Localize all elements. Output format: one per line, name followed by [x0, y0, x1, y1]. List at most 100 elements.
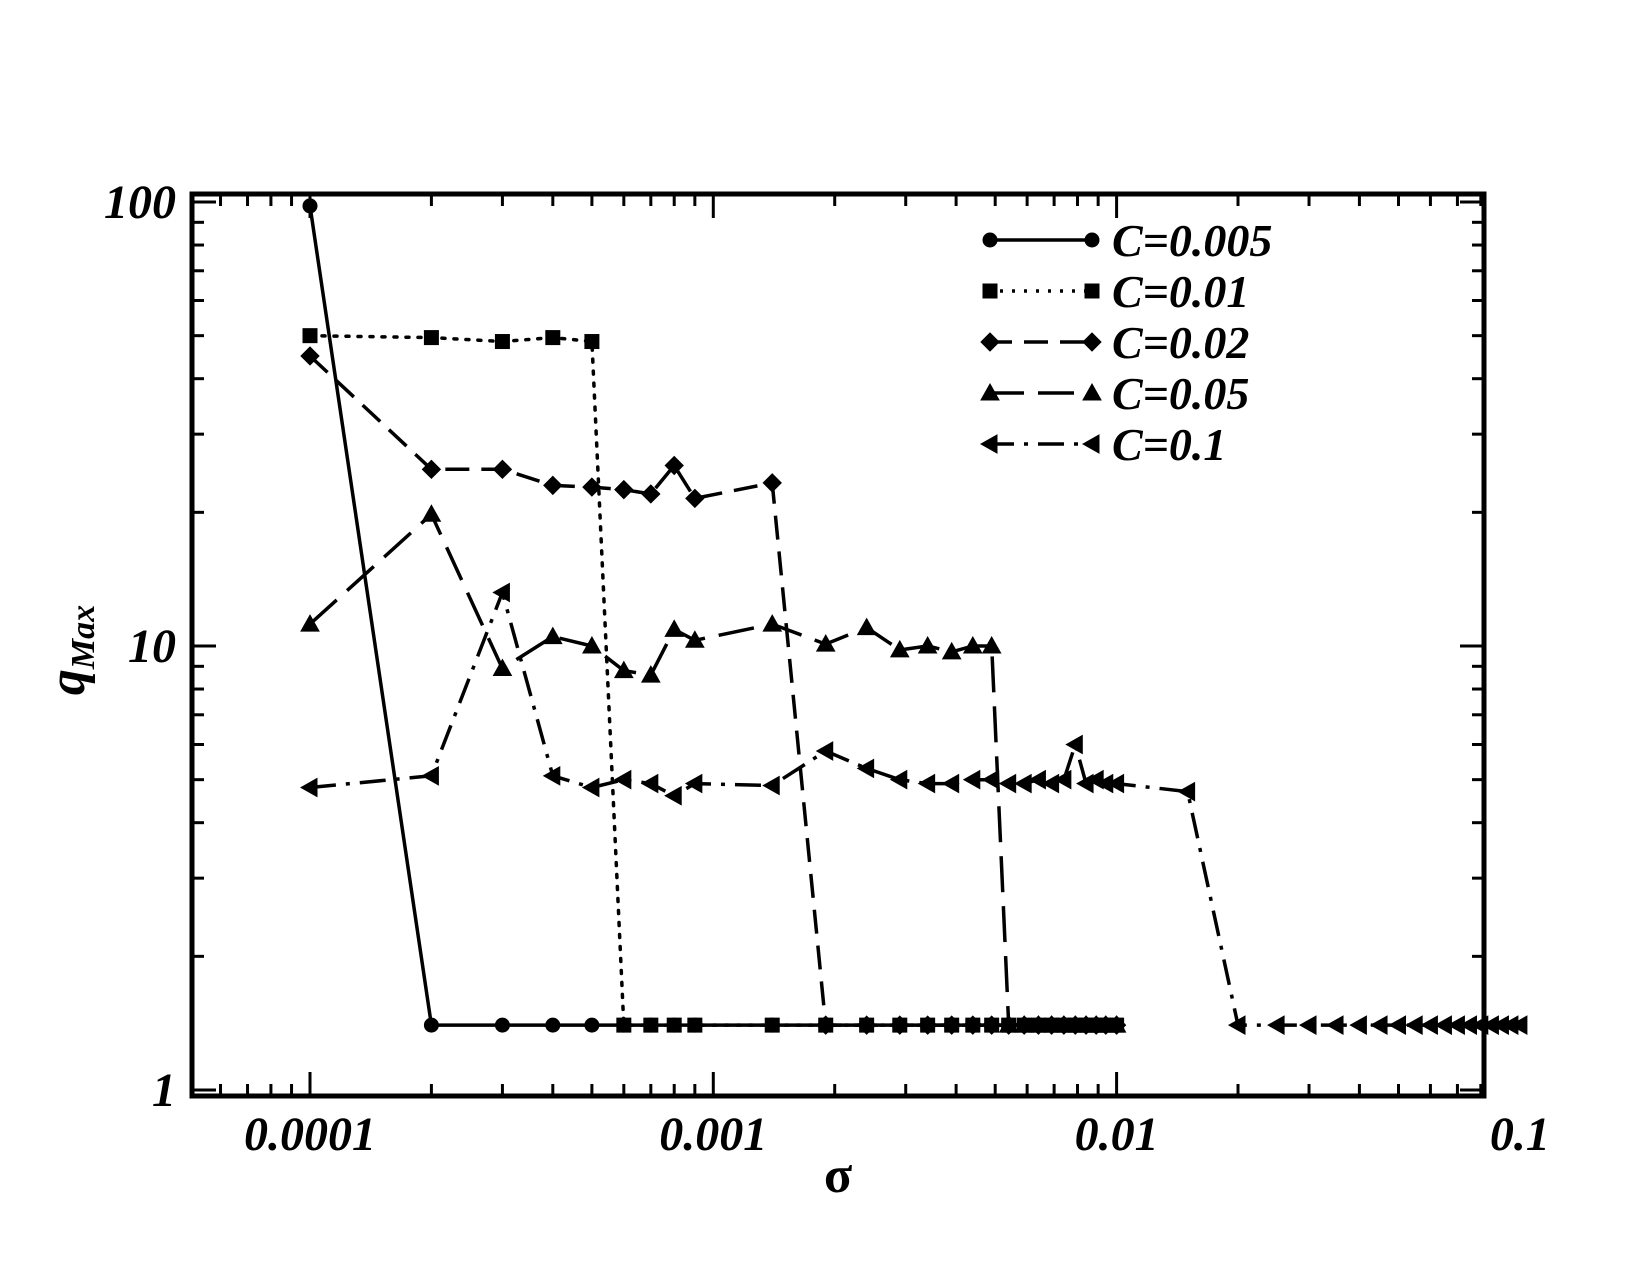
- plot-frame: [189, 191, 1487, 1099]
- y-axis-label-sub: Max: [65, 605, 102, 670]
- x-tick-label: 0.0001: [244, 1108, 376, 1161]
- data-point: [1326, 1015, 1344, 1035]
- data-point: [981, 635, 1002, 654]
- data-point: [685, 488, 705, 509]
- data-point: [494, 1017, 510, 1033]
- data-point: [764, 1017, 780, 1033]
- data-point: [300, 346, 320, 366]
- data-point: [856, 617, 877, 636]
- data-point: [492, 658, 513, 676]
- data-point: [762, 775, 780, 796]
- data-point: [423, 330, 439, 346]
- data-point: [584, 1017, 600, 1033]
- legend-entry: C=0.02: [980, 317, 1249, 368]
- data-point: [613, 769, 632, 790]
- data-point: [941, 1015, 962, 1035]
- data-point: [856, 758, 875, 779]
- y-tick-label: 10: [128, 620, 176, 673]
- data-point: [816, 1015, 836, 1035]
- data-point: [962, 769, 981, 790]
- legend-label: C=0.02: [1112, 317, 1249, 368]
- data-point: [1177, 781, 1196, 802]
- data-point: [981, 1015, 1002, 1035]
- data-point: [1106, 773, 1125, 794]
- data-point: [1041, 1015, 1062, 1033]
- data-point: [1227, 1015, 1246, 1035]
- x-tick-label: 0.01: [1075, 1108, 1159, 1161]
- data-point: [1028, 1015, 1049, 1033]
- x-tick-label: 0.001: [659, 1108, 767, 1161]
- legend-marker: [982, 232, 998, 248]
- legend-entry: C=0.1: [979, 419, 1226, 470]
- legend-marker: [1084, 232, 1100, 248]
- data-point: [917, 1015, 938, 1035]
- data-point: [917, 773, 936, 794]
- data-point: [299, 777, 318, 798]
- x-axis-label: σ: [824, 1147, 852, 1204]
- data-point: [1509, 1015, 1528, 1035]
- data-point: [582, 635, 602, 654]
- y-axis-label: qMax: [39, 605, 102, 695]
- y-tick-label: 1: [152, 1064, 176, 1117]
- legend-entry: C=0.005: [982, 215, 1272, 266]
- data-point: [616, 1017, 632, 1033]
- y-tick-label: 100: [104, 176, 176, 229]
- data-point: [545, 1017, 561, 1033]
- data-point: [582, 477, 602, 497]
- data-point: [302, 198, 318, 214]
- data-point: [300, 614, 320, 632]
- data-point: [666, 1017, 682, 1033]
- data-point: [641, 484, 661, 504]
- data-point: [981, 769, 1000, 790]
- data-point: [542, 765, 561, 786]
- data-point: [640, 773, 659, 794]
- legend-marker: [979, 434, 998, 454]
- legend-marker: [980, 332, 1000, 352]
- data-point: [1014, 1015, 1035, 1033]
- data-point: [614, 479, 634, 500]
- data-point: [963, 1015, 983, 1035]
- data-point: [1299, 1015, 1317, 1035]
- data-point: [421, 765, 439, 786]
- series-C=0.02: [300, 346, 1127, 1035]
- series-C=0.1: [299, 582, 1528, 1035]
- series-layer: [299, 198, 1528, 1035]
- data-point: [421, 504, 442, 522]
- data-point: [856, 1015, 877, 1035]
- legend-label: C=0.05: [1112, 368, 1249, 419]
- data-point: [1053, 769, 1072, 790]
- data-point: [1370, 1015, 1388, 1035]
- data-point: [917, 635, 938, 654]
- data-point: [889, 639, 910, 658]
- data-point: [494, 334, 510, 350]
- data-point: [815, 634, 836, 652]
- legend-label: C=0.01: [1112, 266, 1249, 317]
- legend-marker: [1081, 434, 1100, 454]
- data-point: [687, 1017, 703, 1033]
- legend-marker: [980, 382, 1000, 401]
- data-point: [492, 582, 510, 603]
- legend-entry: C=0.01: [982, 266, 1249, 317]
- y-axis-label-main: q: [39, 669, 96, 695]
- data-point: [492, 459, 513, 480]
- data-point: [664, 785, 682, 806]
- data-point: [684, 630, 705, 648]
- legend-marker: [982, 283, 998, 299]
- tick-labels: 0.0001 0.001 0.01 0.1 1 10 100: [104, 176, 1550, 1161]
- legend-entry: C=0.05: [980, 368, 1249, 419]
- legend-label: C=0.1: [1112, 419, 1226, 470]
- data-point: [643, 1017, 659, 1033]
- data-point: [1267, 1015, 1285, 1035]
- legend-label: C=0.005: [1112, 215, 1272, 266]
- data-point: [613, 660, 634, 679]
- data-point: [1349, 1015, 1367, 1035]
- data-point: [545, 330, 561, 346]
- data-point: [815, 741, 834, 761]
- data-point: [302, 328, 318, 344]
- data-point: [1028, 769, 1046, 790]
- data-point: [423, 1017, 439, 1033]
- data-point: [998, 1015, 1019, 1033]
- data-point: [640, 665, 661, 683]
- data-point: [581, 777, 600, 798]
